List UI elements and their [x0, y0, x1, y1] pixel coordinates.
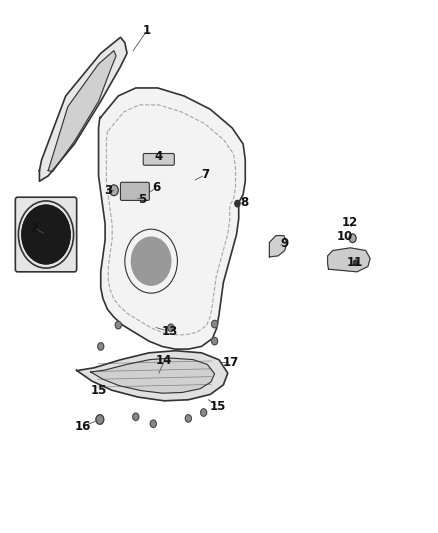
Circle shape — [185, 415, 191, 422]
Circle shape — [353, 260, 358, 265]
Text: 5: 5 — [138, 193, 146, 206]
Text: 9: 9 — [281, 237, 289, 250]
Text: 14: 14 — [156, 354, 173, 367]
Circle shape — [201, 409, 207, 416]
Polygon shape — [77, 351, 228, 401]
Text: 13: 13 — [161, 325, 178, 338]
Text: 4: 4 — [155, 150, 163, 163]
Text: 3: 3 — [105, 184, 113, 197]
Text: 6: 6 — [152, 181, 160, 194]
Text: 17: 17 — [223, 356, 240, 369]
Polygon shape — [48, 51, 116, 172]
Text: 2: 2 — [30, 222, 38, 235]
Polygon shape — [91, 358, 215, 393]
Polygon shape — [269, 236, 287, 257]
Circle shape — [349, 234, 356, 243]
Text: 11: 11 — [346, 256, 363, 269]
Circle shape — [212, 337, 218, 345]
Circle shape — [22, 205, 70, 264]
Text: 10: 10 — [337, 230, 353, 243]
FancyBboxPatch shape — [120, 182, 149, 200]
Circle shape — [212, 320, 218, 328]
Text: 1: 1 — [143, 25, 151, 37]
Circle shape — [96, 415, 104, 424]
Text: 8: 8 — [240, 196, 248, 209]
Circle shape — [110, 185, 118, 196]
Circle shape — [168, 324, 174, 332]
Text: 15: 15 — [210, 400, 226, 413]
Polygon shape — [99, 88, 245, 349]
FancyBboxPatch shape — [143, 154, 174, 165]
Circle shape — [235, 200, 240, 207]
Text: 7: 7 — [201, 168, 209, 181]
Circle shape — [131, 237, 171, 285]
Circle shape — [133, 413, 139, 421]
Text: 16: 16 — [75, 420, 92, 433]
Circle shape — [150, 420, 156, 427]
Polygon shape — [39, 37, 127, 181]
FancyBboxPatch shape — [15, 197, 77, 272]
Text: 12: 12 — [341, 216, 358, 229]
Text: 15: 15 — [90, 384, 107, 397]
Circle shape — [98, 343, 104, 350]
Polygon shape — [328, 248, 370, 272]
Circle shape — [22, 205, 70, 264]
Circle shape — [115, 321, 121, 329]
